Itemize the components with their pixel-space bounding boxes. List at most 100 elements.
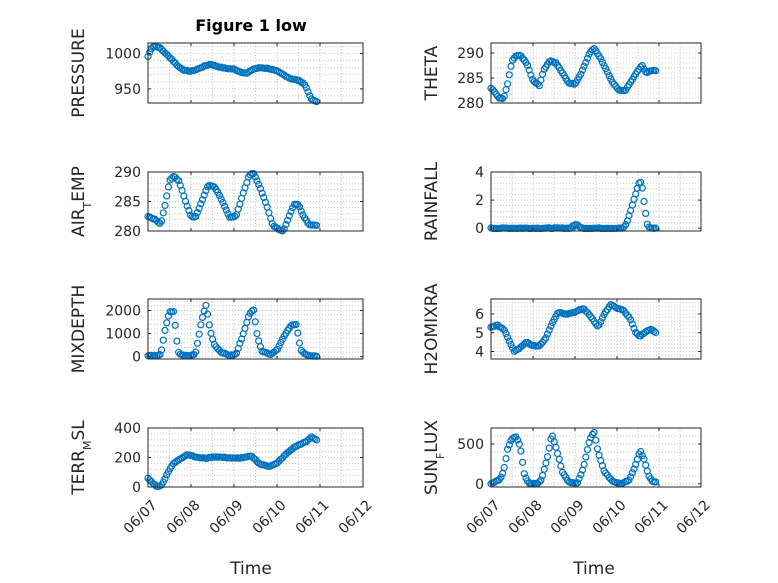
- data-point: [280, 225, 288, 233]
- data-point: [627, 473, 635, 481]
- data-point: [175, 177, 183, 185]
- data-point: [161, 475, 169, 483]
- data-point: [598, 58, 607, 66]
- y-axis-label-part: RAINFALL: [422, 161, 442, 241]
- data-point: [306, 435, 314, 443]
- y-axis-label: MIXDEPTH: [69, 285, 89, 374]
- subplot-2: 280 285 290 THETA: [422, 42, 702, 112]
- data-point: [638, 184, 646, 192]
- data-point: [580, 460, 588, 469]
- data-point: [630, 324, 638, 332]
- data-point: [215, 191, 224, 199]
- data-point: [282, 220, 290, 229]
- series-points: [487, 44, 660, 103]
- data-point: [146, 48, 154, 56]
- data-point: [313, 436, 321, 444]
- data-point: [231, 212, 239, 220]
- data-point: [222, 206, 230, 214]
- y-tick-label: 1000: [105, 327, 141, 343]
- data-point: [628, 320, 637, 328]
- data-point: [156, 351, 164, 359]
- data-point: [557, 462, 565, 470]
- data-point: [251, 318, 259, 326]
- y-axis-label-part: TERR: [69, 450, 89, 496]
- data-point: [504, 333, 512, 341]
- data-point: [505, 337, 513, 345]
- y-axis-label-part: T: [81, 201, 94, 209]
- data-point: [582, 58, 590, 67]
- data-point: [304, 88, 312, 96]
- data-point: [588, 46, 597, 54]
- data-point: [651, 67, 660, 75]
- y-tick-label: 5: [475, 326, 484, 342]
- data-point: [505, 441, 513, 449]
- y-tick-label: 200: [114, 451, 141, 467]
- data-point: [602, 308, 610, 316]
- subplot-6: 4 5 6 H2OMIXRA: [422, 283, 702, 375]
- data-point: [313, 221, 321, 229]
- y-axis-label: SUNFLUX: [422, 420, 447, 495]
- axes-frame: [490, 42, 702, 104]
- data-point: [523, 61, 532, 70]
- data-point: [505, 71, 513, 79]
- data-point: [499, 325, 507, 333]
- y-axis-label-part: AIR: [69, 208, 89, 237]
- data-point: [163, 192, 171, 200]
- data-point: [602, 469, 610, 477]
- y-tick-label: 290: [114, 165, 141, 181]
- data-point: [578, 66, 587, 74]
- y-tick-label: 6: [475, 307, 484, 323]
- data-point: [651, 328, 660, 337]
- subplot-5: 0 1000 2000 MIXDEPTH: [69, 285, 364, 374]
- x-axis-label-right: Time: [572, 559, 615, 579]
- axes-frame: [490, 427, 702, 488]
- data-point: [168, 174, 176, 182]
- data-point: [580, 62, 588, 70]
- data-point: [497, 473, 505, 481]
- axes-frame: [490, 298, 702, 360]
- data-point: [273, 345, 281, 353]
- data-point: [587, 313, 595, 321]
- data-point: [502, 330, 510, 338]
- data-point: [183, 202, 191, 210]
- y-tick-label: 2000: [105, 304, 141, 320]
- data-point: [185, 206, 193, 214]
- data-point: [256, 184, 264, 193]
- data-point: [500, 463, 508, 472]
- data-point: [173, 337, 181, 345]
- series-points: [144, 170, 321, 235]
- series-points: [144, 433, 321, 491]
- data-point: [527, 71, 535, 79]
- data-point: [158, 346, 166, 354]
- data-point: [159, 209, 167, 217]
- y-axis-label: PRESSURE: [69, 28, 89, 117]
- data-point: [632, 460, 640, 468]
- data-point: [171, 321, 179, 329]
- y-tick-label: 2: [475, 193, 484, 209]
- data-point: [517, 447, 525, 455]
- data-point: [504, 445, 512, 453]
- data-point: [284, 216, 292, 224]
- data-point: [583, 54, 592, 62]
- data-point: [195, 204, 203, 212]
- data-point: [597, 55, 605, 63]
- data-point: [518, 458, 527, 466]
- data-point: [547, 322, 555, 330]
- data-point: [193, 209, 201, 217]
- y-tick-label: 0: [475, 477, 484, 493]
- data-point: [231, 350, 239, 359]
- data-point: [597, 318, 605, 326]
- y-tick-label: 285: [114, 195, 141, 211]
- y-axis-label-part: LUX: [422, 420, 442, 453]
- data-point: [540, 465, 548, 473]
- data-point: [193, 339, 201, 347]
- series-points: [487, 301, 660, 355]
- data-point: [500, 326, 508, 334]
- data-point: [590, 44, 598, 53]
- series-points: [144, 42, 321, 106]
- y-axis-label: H2OMIXRA: [422, 283, 442, 374]
- data-point: [192, 348, 200, 356]
- grid-lines: [148, 428, 363, 487]
- data-point: [294, 329, 302, 337]
